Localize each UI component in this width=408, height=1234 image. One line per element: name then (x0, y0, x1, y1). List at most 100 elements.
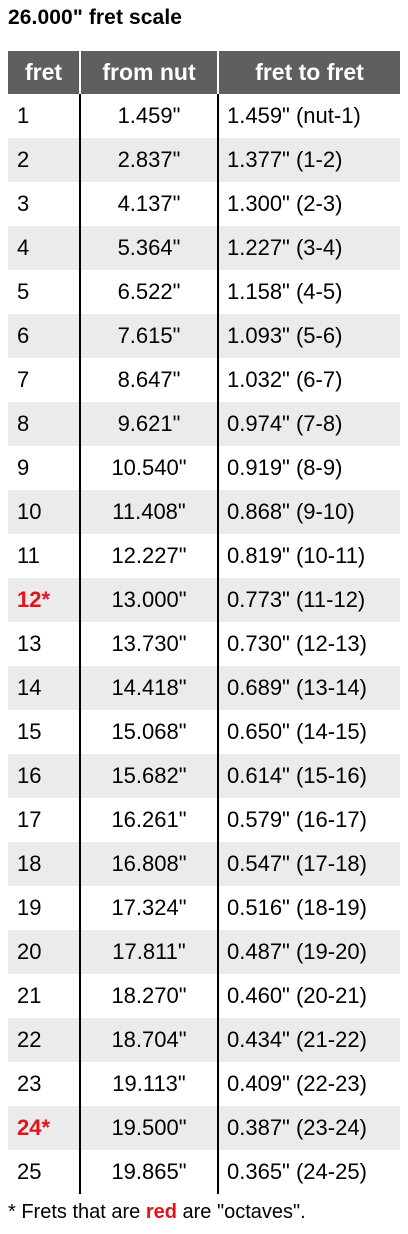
fret-number-cell: 1 (8, 94, 81, 138)
table-row: 7 8.647" 1.032" (6-7) (8, 358, 400, 402)
fret-to-fret-cell: 0.460" (20-21) (227, 983, 367, 1008)
table-row: 22 18.704" 0.434" (21-22) (8, 1018, 400, 1062)
fret-number-cell: 9 (8, 446, 81, 490)
table-row: 2 2.837" 1.377" (1-2) (8, 138, 400, 182)
from-nut-cell: 17.811" (81, 930, 219, 974)
fret-number-cell: 24* (8, 1106, 81, 1150)
table-row: 16 15.682" 0.614" (15-16) (8, 754, 400, 798)
fret-to-fret-cell: 1.032" (6-7) (227, 367, 343, 392)
fret-number-cell: 23 (8, 1062, 81, 1106)
table-row: 6 7.615" 1.093" (5-6) (8, 314, 400, 358)
fret-number-cell: 19 (8, 886, 81, 930)
from-nut-cell: 17.324" (81, 886, 219, 930)
from-nut-cell: 12.227" (81, 534, 219, 578)
from-nut-cell: 13.000" (81, 578, 219, 622)
fret-number-cell: 20 (8, 930, 81, 974)
table-row: 1 1.459" 1.459" (nut-1) (8, 94, 400, 138)
from-nut-cell: 19.865" (81, 1150, 219, 1194)
fret-to-fret-cell: 0.868" (9-10) (227, 499, 355, 524)
from-nut-cell: 1.459" (81, 94, 219, 138)
from-nut-cell: 16.261" (81, 798, 219, 842)
from-nut-cell: 19.113" (81, 1062, 219, 1106)
fret-to-fret-cell: 0.365" (24-25) (227, 1159, 367, 1184)
column-header-fret: fret (8, 51, 81, 94)
table-row: 14 14.418" 0.689" (13-14) (8, 666, 400, 710)
table-row: 20 17.811" 0.487" (19-20) (8, 930, 400, 974)
table-row: 3 4.137" 1.300" (2-3) (8, 182, 400, 226)
fret-to-fret-cell: 0.409" (22-23) (227, 1071, 367, 1096)
from-nut-cell: 16.808" (81, 842, 219, 886)
table-row: 9 10.540" 0.919" (8-9) (8, 446, 400, 490)
fret-number-cell: 14 (8, 666, 81, 710)
fret-to-fret-cell: 0.614" (15-16) (227, 763, 367, 788)
fret-number-cell: 12* (8, 578, 81, 622)
footnote-prefix: * Frets that are (8, 1201, 146, 1223)
from-nut-cell: 4.137" (81, 182, 219, 226)
fret-number-cell: 25 (8, 1150, 81, 1194)
footnote-highlight: red (145, 1201, 177, 1223)
from-nut-cell: 11.408" (81, 490, 219, 534)
fret-number-cell: 21 (8, 974, 81, 1018)
fret-to-fret-cell: 0.819" (10-11) (227, 543, 366, 568)
fret-to-fret-cell: 0.650" (14-15) (227, 719, 367, 744)
fret-number-cell: 10 (8, 490, 81, 534)
table-row: 8 9.621" 0.974" (7-8) (8, 402, 400, 446)
fret-number-cell: 17 (8, 798, 81, 842)
table-row: 10 11.408" 0.868" (9-10) (8, 490, 400, 534)
page-title: 26.000" fret scale (8, 6, 183, 29)
fret-to-fret-cell: 1.459" (nut-1) (227, 103, 361, 128)
fret-number-cell: 7 (8, 358, 81, 402)
fret-to-fret-cell: 0.919" (8-9) (227, 455, 343, 480)
from-nut-cell: 2.837" (81, 138, 219, 182)
fret-to-fret-cell: 0.974" (7-8) (227, 411, 343, 436)
table-body: 1 1.459" 1.459" (nut-1) 2 2.837" 1.377" (1-2)… (8, 94, 400, 1194)
footnote: * Frets that are red are "octaves". (8, 1201, 306, 1224)
fret-to-fret-cell: 0.487" (19-20) (227, 939, 367, 964)
column-header-from-nut: from nut (81, 51, 219, 94)
fret-table: fret from nut fret to fret 1 1.459" 1.459"… (8, 51, 400, 1194)
fret-number-cell: 18 (8, 842, 81, 886)
fret-to-fret-cell: 0.579" (16-17) (227, 807, 367, 832)
from-nut-cell: 9.621" (81, 402, 219, 446)
from-nut-cell: 15.682" (81, 754, 219, 798)
table-row: 17 16.261" 0.579" (16-17) (8, 798, 400, 842)
fret-to-fret-cell: 1.093" (5-6) (227, 323, 343, 348)
fret-number-cell: 2 (8, 138, 81, 182)
fret-number-cell: 16 (8, 754, 81, 798)
fret-to-fret-cell: 0.434" (21-22) (227, 1027, 367, 1052)
fret-to-fret-cell: 1.377" (1-2) (227, 147, 343, 172)
fret-to-fret-cell: 1.227" (3-4) (227, 235, 343, 260)
fret-number-cell: 3 (8, 182, 81, 226)
from-nut-cell: 10.540" (81, 446, 219, 490)
fret-number-cell: 5 (8, 270, 81, 314)
fret-number-cell: 11 (8, 534, 81, 578)
fret-number-cell: 15 (8, 710, 81, 754)
footnote-suffix: are "octaves". (176, 1201, 306, 1223)
from-nut-cell: 15.068" (81, 710, 219, 754)
from-nut-cell: 5.364" (81, 226, 219, 270)
table-row: 18 16.808" 0.547" (17-18) (8, 842, 400, 886)
fret-number-cell: 6 (8, 314, 81, 358)
fret-number-cell: 13 (8, 622, 81, 666)
from-nut-cell: 14.418" (81, 666, 219, 710)
from-nut-cell: 18.270" (81, 974, 219, 1018)
fret-number-cell: 22 (8, 1018, 81, 1062)
fret-to-fret-cell: 0.516" (18-19) (227, 895, 367, 920)
fret-to-fret-cell: 0.387" (23-24) (227, 1115, 367, 1140)
table-row: 24* 19.500" 0.387" (23-24) (8, 1106, 400, 1150)
fret-to-fret-cell: 1.300" (2-3) (227, 191, 343, 216)
fret-number-cell: 4 (8, 226, 81, 270)
table-row: 23 19.113" 0.409" (22-23) (8, 1062, 400, 1106)
fret-to-fret-cell: 0.689" (13-14) (227, 675, 367, 700)
fret-to-fret-cell: 0.773" (11-12) (227, 587, 366, 612)
fret-to-fret-cell: 1.158" (4-5) (227, 279, 343, 304)
table-header: fret from nut fret to fret (8, 51, 400, 94)
column-header-fret-to-fret: fret to fret (255, 59, 364, 85)
from-nut-cell: 7.615" (81, 314, 219, 358)
table-row: 15 15.068" 0.650" (14-15) (8, 710, 400, 754)
table-row: 13 13.730" 0.730" (12-13) (8, 622, 400, 666)
from-nut-cell: 19.500" (81, 1106, 219, 1150)
fret-to-fret-cell: 0.547" (17-18) (227, 851, 367, 876)
table-row: 25 19.865" 0.365" (24-25) (8, 1150, 400, 1194)
table-row: 4 5.364" 1.227" (3-4) (8, 226, 400, 270)
